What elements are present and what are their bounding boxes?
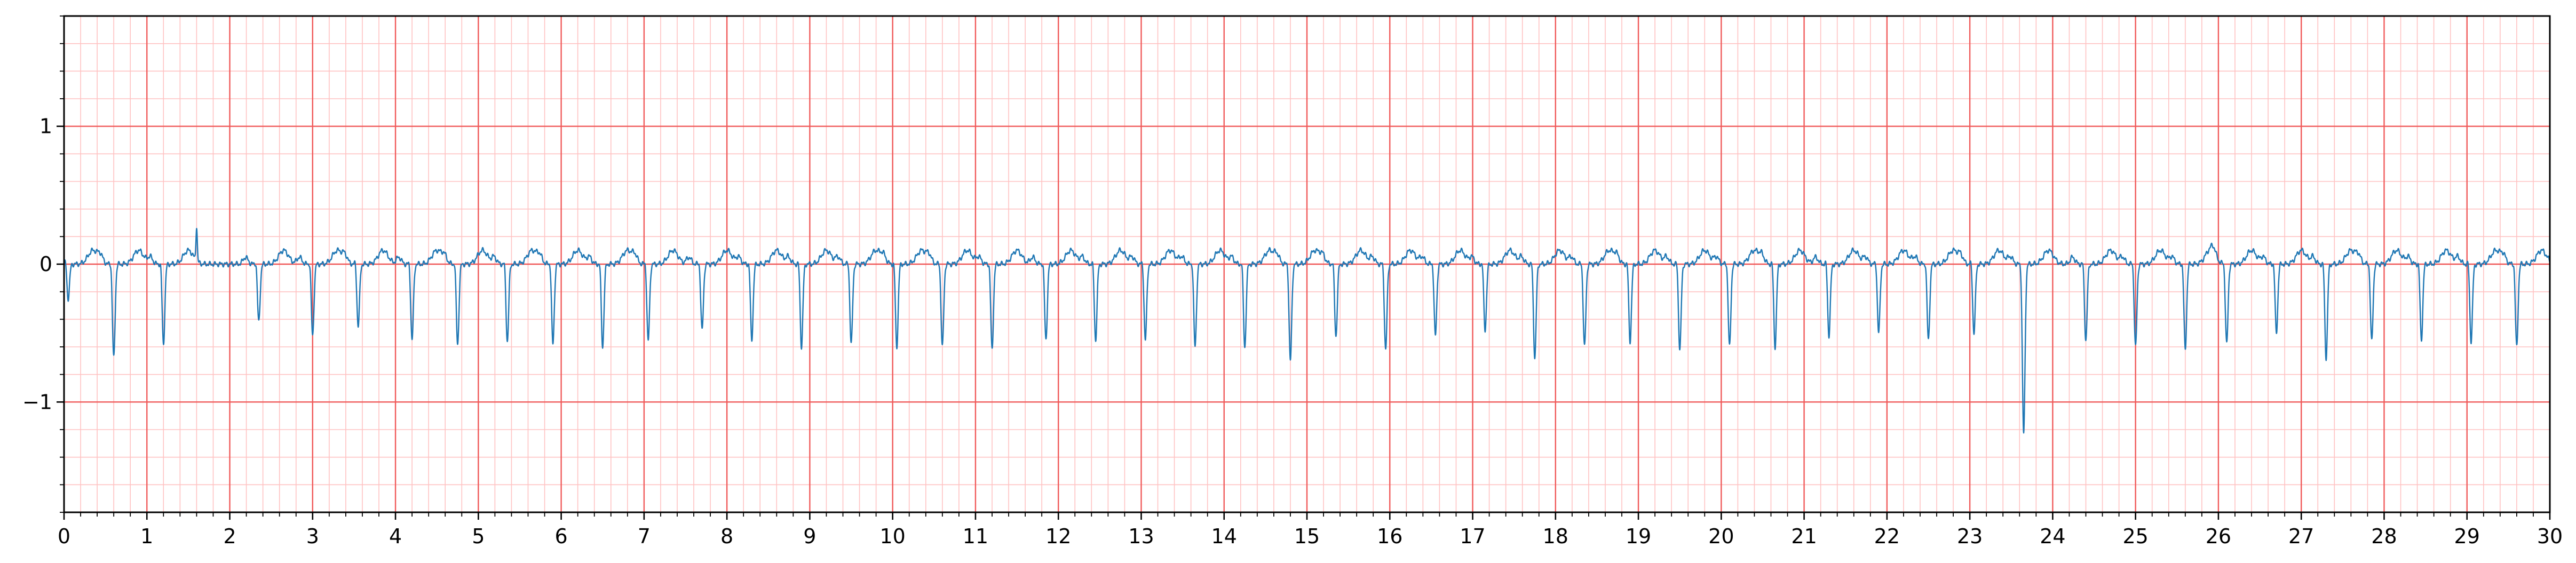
x-tick-label: 12 xyxy=(1045,525,1071,548)
x-tick-label: 13 xyxy=(1128,525,1154,548)
y-tick-label: 1 xyxy=(39,115,52,138)
x-tick-label: 21 xyxy=(1791,525,1817,548)
ecg-signal-line xyxy=(63,227,2551,434)
x-tick-label: 28 xyxy=(2371,525,2397,548)
x-tick-label: 8 xyxy=(720,525,733,548)
x-tick-label: 11 xyxy=(963,525,988,548)
x-tick-label: 9 xyxy=(803,525,816,548)
x-tick-label: 25 xyxy=(2122,525,2148,548)
x-tick-label: 24 xyxy=(2040,525,2065,548)
x-tick-label: 16 xyxy=(1377,525,1402,548)
x-tick-label: 0 xyxy=(58,525,70,548)
x-tick-label: 4 xyxy=(389,525,402,548)
axes xyxy=(57,15,2551,520)
x-tick-label: 6 xyxy=(555,525,568,548)
x-tick-labels: 0 1 2 3 4 5 6 7 8 9 10 11 12 13 14 15 16 17 18 19 20 21 22 23 24… xyxy=(58,525,2563,548)
y-tick-label: −1 xyxy=(22,390,52,414)
x-tick-label: 10 xyxy=(879,525,905,548)
x-tick-label: 1 xyxy=(140,525,153,548)
x-tick-label: 27 xyxy=(2288,525,2314,548)
x-tick-label: 14 xyxy=(1211,525,1237,548)
x-tick-label: 7 xyxy=(638,525,651,548)
x-tick-label: 23 xyxy=(1957,525,1983,548)
y-tick-label: 0 xyxy=(39,252,52,276)
x-tick-label: 26 xyxy=(2206,525,2231,548)
x-tick-label: 19 xyxy=(1626,525,1651,548)
x-tick-label: 5 xyxy=(472,525,485,548)
x-tick-label: 30 xyxy=(2537,525,2563,548)
ecg-trace-layer xyxy=(63,227,2551,434)
x-tick-label: 22 xyxy=(1874,525,1900,548)
x-tick-label: 29 xyxy=(2454,525,2480,548)
x-tick-label: 2 xyxy=(223,525,236,548)
x-tick-label: 15 xyxy=(1294,525,1320,548)
x-tick-label: 20 xyxy=(1708,525,1734,548)
y-tick-labels: −1 0 1 xyxy=(22,115,52,414)
x-tick-label: 3 xyxy=(306,525,319,548)
x-tick-label: 18 xyxy=(1543,525,1568,548)
x-tick-label: 17 xyxy=(1460,525,1485,548)
